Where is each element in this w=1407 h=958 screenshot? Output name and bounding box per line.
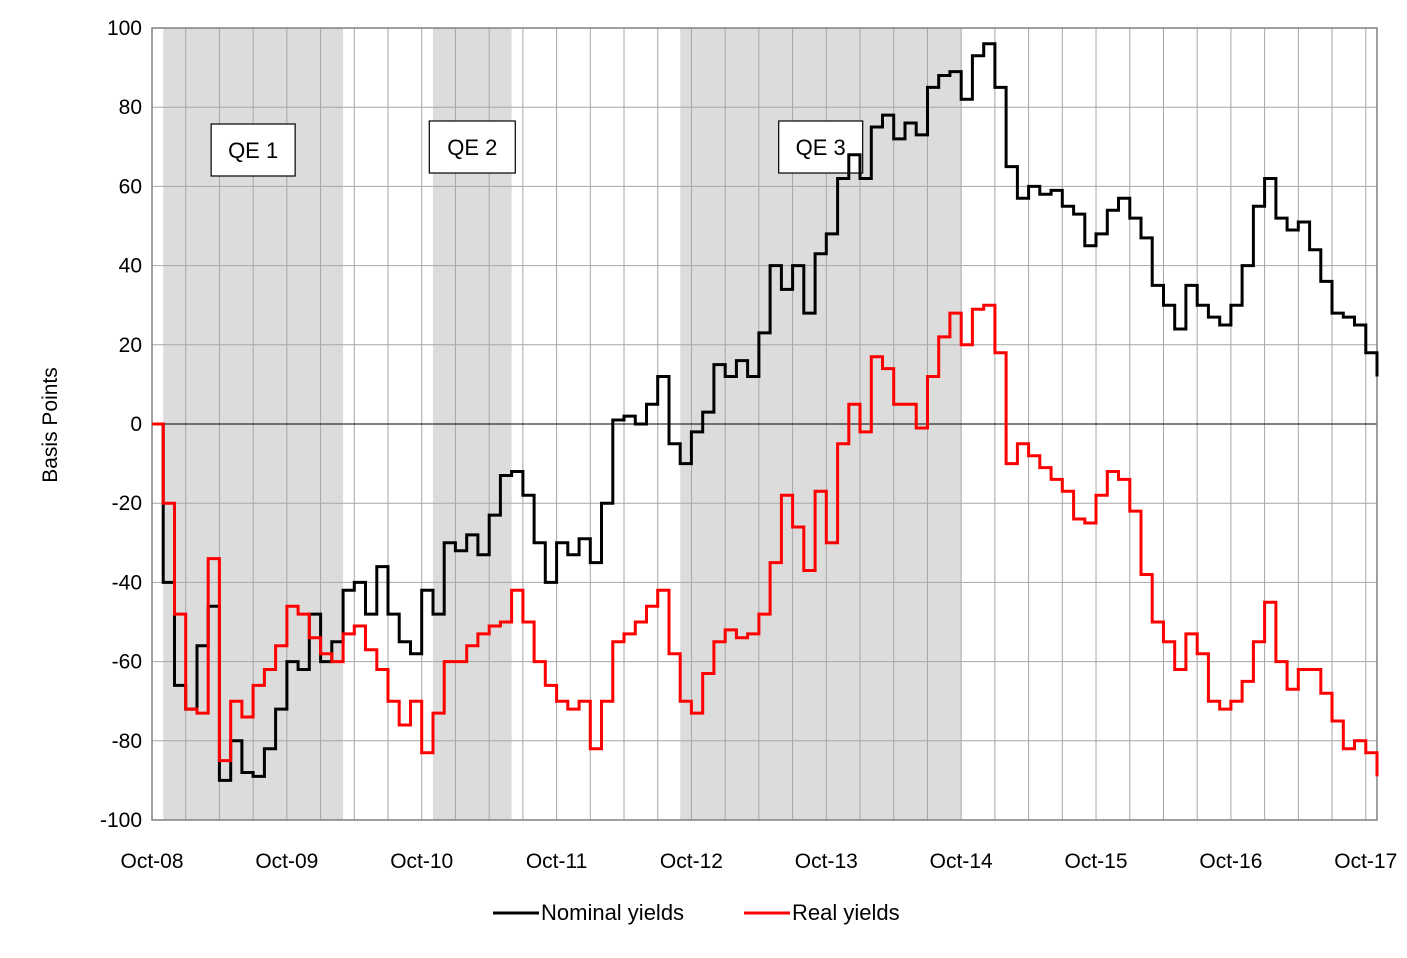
qe-label-box [778, 120, 864, 174]
legend-item-real-yields: Real yields [744, 900, 900, 925]
qe-label-text: QE 2 [447, 135, 497, 160]
legend-label: Real yields [792, 900, 900, 925]
qe-label-box [210, 123, 296, 177]
x-tick-label: Oct-14 [930, 850, 993, 873]
x-tick-label: Oct-16 [1199, 850, 1262, 873]
legend: Nominal yields Real yields [493, 900, 900, 925]
series-line-nominal-yields [152, 42, 1379, 782]
x-tick-label: Oct-12 [660, 850, 723, 873]
series-line-real-yields [152, 303, 1379, 777]
y-tick-label: -60 [112, 651, 142, 674]
x-axis-tick-labels: Oct-08 Oct-09 Oct-10 Oct-11 Oct-12 Oct-13 Oct-… [120, 850, 1397, 873]
y-tick-label: 20 [119, 334, 142, 357]
y-axis-label: Basis Points [39, 367, 62, 483]
qe-label-box [428, 120, 516, 174]
legend-label: Nominal yields [541, 900, 684, 925]
qe-label-text: QE 3 [796, 135, 846, 160]
qe-label-text: QE 1 [228, 138, 278, 163]
legend-item-nominal-yields: Nominal yields [493, 900, 684, 925]
qe-labels: QE 1 QE 2 QE 3 [210, 120, 864, 177]
x-tick-label: Oct-15 [1065, 850, 1128, 873]
x-tick-label: Oct-08 [120, 850, 183, 873]
x-tick-label: Oct-11 [526, 850, 587, 873]
x-tick-label: Oct-09 [255, 850, 318, 873]
x-tick-label: Oct-17 [1334, 850, 1397, 873]
y-tick-label: 100 [107, 17, 142, 40]
y-tick-label: -40 [112, 571, 142, 594]
x-tick-label: Oct-13 [795, 850, 858, 873]
qe-label-1: QE 1 [210, 123, 296, 177]
y-axis-tick-labels: -100 -80 -60 -40 -20 0 20 40 60 80 100 [100, 17, 142, 832]
y-tick-label: 40 [119, 255, 142, 278]
qe-label-2: QE 2 [428, 120, 516, 174]
y-tick-label: -80 [112, 730, 142, 753]
y-tick-label: 80 [119, 96, 142, 119]
y-tick-label: 0 [130, 413, 142, 436]
qe-label-3: QE 3 [778, 120, 864, 174]
x-tick-label: Oct-10 [390, 850, 453, 873]
series-lines [152, 42, 1379, 782]
y-tick-label: 60 [119, 175, 142, 198]
y-tick-label: -100 [100, 809, 142, 832]
y-tick-label: -20 [112, 492, 142, 515]
